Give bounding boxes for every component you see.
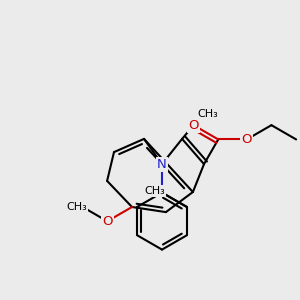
Text: CH₃: CH₃ [66,202,87,212]
Text: O: O [188,119,199,132]
Text: N: N [157,158,167,171]
Text: CH₃: CH₃ [197,109,218,119]
Text: O: O [102,215,112,228]
Text: O: O [242,133,252,146]
Text: CH₃: CH₃ [144,186,165,196]
